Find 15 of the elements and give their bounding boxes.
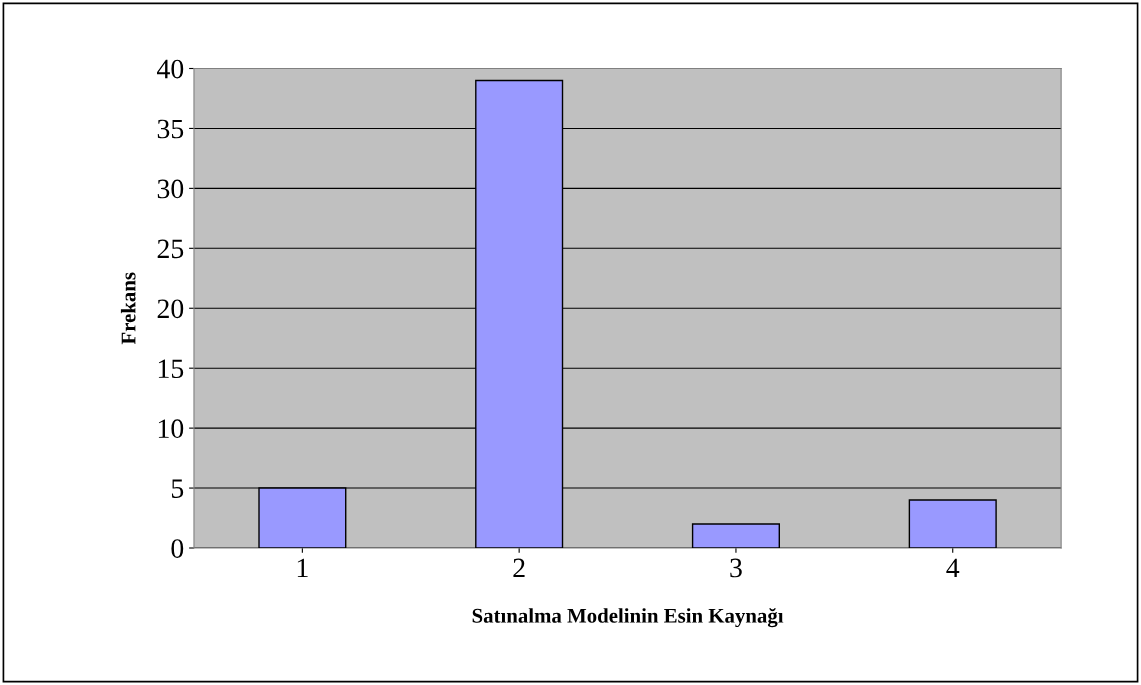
x-tick-label: 1 xyxy=(297,558,308,577)
x-tick-label: 4 xyxy=(946,558,960,577)
y-tick-label: 10 xyxy=(158,419,184,439)
y-tick-label: 25 xyxy=(157,239,184,259)
y-tick-label: 15 xyxy=(158,359,184,379)
x-axis-title: Satınalma Modelinin Esin Kaynağı xyxy=(472,607,784,628)
x-tick-label: 2 xyxy=(513,558,525,577)
y-tick-label: 30 xyxy=(157,179,184,199)
y-tick-label: 40 xyxy=(157,59,184,79)
y-tick-label: 35 xyxy=(157,119,184,139)
x-tick-label: 3 xyxy=(730,558,742,578)
y-axis-title: Frekans xyxy=(120,272,136,345)
y-tick-label: 0 xyxy=(171,539,184,558)
y-tick-label: 20 xyxy=(157,299,184,319)
y-tick-label: 5 xyxy=(171,479,184,498)
